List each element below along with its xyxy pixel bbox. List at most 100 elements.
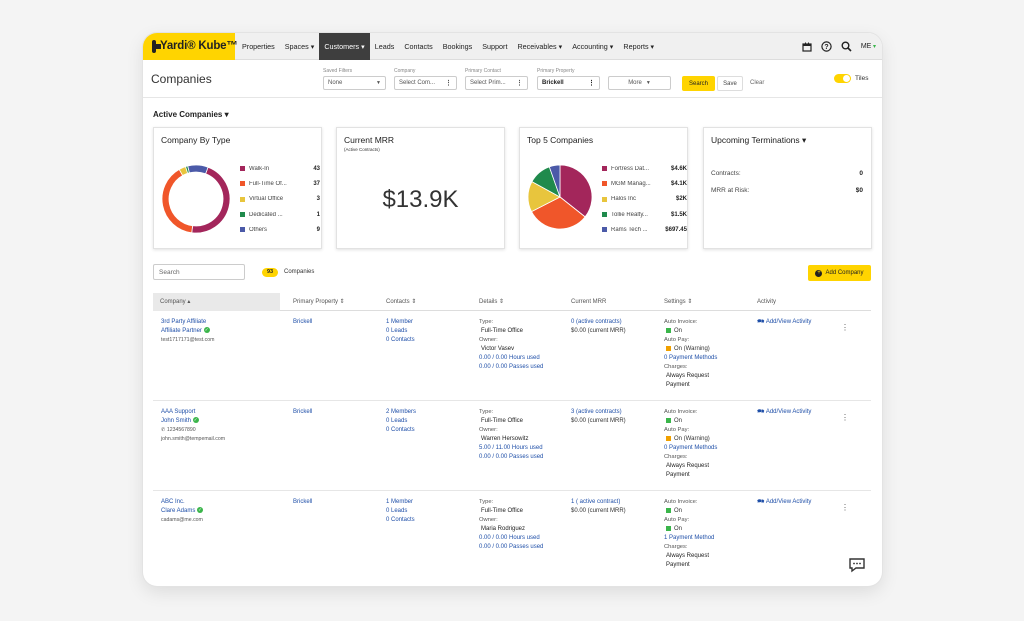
saved-filters-select[interactable]: None ▼: [323, 76, 386, 90]
upcoming-terminations-card: Upcoming Terminations ▾ Contracts: 0 MRR …: [703, 127, 872, 249]
help-icon[interactable]: ?: [821, 41, 832, 52]
status-on-indicator: [666, 525, 671, 531]
payment-methods-link[interactable]: 1 Payment Method: [664, 535, 715, 541]
primary-property-label: Primary Property: [537, 68, 575, 74]
active-contracts-link[interactable]: 1 ( active contract): [571, 499, 621, 505]
nav-icons: ? ME ▾: [802, 33, 876, 60]
add-view-activity-link[interactable]: 🗪 Add/View Activity: [757, 499, 811, 505]
hours-used-link[interactable]: 0.00 / 0.00 Hours used: [479, 355, 540, 361]
legend-item: Fortress Dat... $4.6K: [602, 161, 687, 176]
column-primary-property[interactable]: Primary Property ⇕: [293, 299, 345, 305]
active-contracts-link[interactable]: 3 (active contracts): [571, 409, 622, 415]
companies-search-input[interactable]: Search: [153, 264, 245, 280]
nav-support[interactable]: Support: [482, 41, 508, 51]
legend-item: Others 9: [240, 222, 320, 237]
column-settings[interactable]: Settings ⇕: [664, 299, 693, 305]
leads-link[interactable]: 0 Leads: [386, 508, 408, 514]
primary-contact-select[interactable]: Select Prim... ⋮: [465, 76, 528, 90]
tiles-toggle[interactable]: [834, 74, 851, 83]
legend-label: Full-Time Of...: [249, 180, 287, 187]
primary-property-link[interactable]: Brickell: [293, 319, 313, 325]
status-on-indicator: [666, 327, 671, 333]
add-view-activity-link[interactable]: 🗪 Add/View Activity: [757, 409, 811, 415]
search-icon[interactable]: [841, 41, 852, 52]
row-actions-menu-icon[interactable]: ⋮: [841, 323, 849, 332]
column-details[interactable]: Details ⇕: [479, 299, 505, 305]
members-link[interactable]: 2 Members: [386, 409, 417, 415]
primary-contact-link[interactable]: Clare Adams: [161, 508, 196, 514]
hours-used-link[interactable]: 5.00 / 11.00 Hours used: [479, 445, 543, 451]
nav-customers[interactable]: Customers ▾: [319, 33, 370, 60]
nav-leads[interactable]: Leads: [374, 41, 395, 51]
add-company-button[interactable]: + Add Company: [808, 265, 871, 281]
company-name-link[interactable]: AAA Support: [161, 409, 196, 415]
legend-label: Virtual Office: [249, 196, 284, 203]
more-filters-button[interactable]: More ▼: [608, 76, 671, 90]
leads-link[interactable]: 0 Leads: [386, 328, 408, 334]
members-link[interactable]: 1 Member: [386, 499, 414, 505]
yardi-kube-logo[interactable]: Yardi® Kube™: [143, 33, 238, 60]
company-cell: ABC Inc. Clare Adams ✓ cadams@me.com: [161, 498, 204, 525]
chevron-down-icon: ▼: [376, 80, 381, 86]
legend-swatch: [602, 166, 607, 172]
legend-label: Tollie Realty...: [611, 211, 648, 218]
nav-receivables[interactable]: Receivables ▾: [517, 41, 563, 51]
primary-contact-link[interactable]: Affiliate Partner: [161, 328, 202, 334]
contacts-link[interactable]: 0 Contacts: [386, 517, 415, 523]
row-actions-menu-icon[interactable]: ⋮: [841, 413, 849, 422]
app-window: Yardi® Kube™ Properties Spaces ▾ Custome…: [143, 33, 882, 586]
verified-check-icon: ✓: [197, 507, 204, 514]
nav-contacts[interactable]: Contacts: [404, 41, 433, 51]
passes-used-link[interactable]: 0.00 / 0.00 Passes used: [479, 364, 544, 370]
primary-contact-link[interactable]: John Smith: [161, 418, 192, 424]
primary-contact-placeholder: Select Prim...: [470, 80, 506, 86]
payment-methods-link[interactable]: 0 Payment Methods: [664, 445, 718, 451]
column-current-mrr[interactable]: Current MRR: [571, 299, 607, 305]
passes-used-link[interactable]: 0.00 / 0.00 Passes used: [479, 544, 544, 550]
primary-property-select[interactable]: Brickell ⋮: [537, 76, 600, 90]
contracts-label: Contracts:: [711, 170, 741, 177]
top-nav: Yardi® Kube™ Properties Spaces ▾ Custome…: [143, 33, 882, 60]
active-companies-dropdown[interactable]: Active Companies ▾: [153, 110, 229, 119]
active-contracts-link[interactable]: 0 (active contracts): [571, 319, 622, 325]
contacts-link[interactable]: 0 Contacts: [386, 427, 415, 433]
row-actions-menu-icon[interactable]: ⋮: [841, 503, 849, 512]
primary-property-link[interactable]: Brickell: [293, 499, 313, 505]
auto-invoice-label: Auto Invoice:: [664, 319, 698, 325]
terminations-dropdown[interactable]: Upcoming Terminations ▾: [711, 135, 807, 145]
user-menu[interactable]: ME ▾: [861, 43, 876, 50]
nav-bookings[interactable]: Bookings: [442, 41, 473, 51]
column-company[interactable]: Company ▴: [153, 293, 280, 311]
contacts-link[interactable]: 0 Contacts: [386, 337, 415, 343]
nav-reports[interactable]: Reports ▾: [623, 41, 655, 51]
vertical-dots-icon: ⋮: [445, 80, 452, 87]
nav-spaces[interactable]: Spaces ▾: [284, 41, 315, 51]
passes-used-link[interactable]: 0.00 / 0.00 Passes used: [479, 454, 544, 460]
legend-swatch: [240, 212, 245, 218]
calendar-icon[interactable]: [802, 42, 812, 52]
nav-properties[interactable]: Properties: [242, 41, 275, 51]
leads-link[interactable]: 0 Leads: [386, 418, 408, 424]
hours-used-link[interactable]: 0.00 / 0.00 Hours used: [479, 535, 540, 541]
save-button[interactable]: Save: [717, 76, 743, 91]
members-link[interactable]: 1 Member: [386, 319, 414, 325]
company-name-link[interactable]: 3rd Party Affiliate: [161, 319, 207, 325]
search-button[interactable]: Search: [682, 76, 715, 91]
clear-button[interactable]: Clear: [750, 80, 765, 86]
company-name-link[interactable]: ABC Inc.: [161, 499, 185, 505]
company-select[interactable]: Select Com... ⋮: [394, 76, 457, 90]
add-view-activity-link[interactable]: 🗪 Add/View Activity: [757, 319, 811, 325]
nav-accounting[interactable]: Accounting ▾: [572, 41, 614, 51]
legend-label: Dedicated ...: [249, 211, 283, 218]
charges-value: Always Request Payment: [666, 553, 710, 568]
column-contacts[interactable]: Contacts ⇕: [386, 299, 417, 305]
legend-value: $697.45: [665, 226, 687, 233]
card-title: Company By Type: [161, 135, 231, 145]
primary-property-filter: Primary Property Brickell ⋮: [537, 68, 600, 90]
table-row: ABC Inc. Clare Adams ✓ cadams@me.com Bri…: [153, 491, 871, 581]
chat-icon[interactable]: [848, 557, 866, 573]
payment-methods-link[interactable]: 0 Payment Methods: [664, 355, 718, 361]
primary-property-link[interactable]: Brickell: [293, 409, 313, 415]
mrr-cell: 0 (active contracts) $0.00 (current MRR): [571, 318, 626, 336]
company-cell: 3rd Party Affiliate Affiliate Partner ✓ …: [161, 318, 214, 345]
